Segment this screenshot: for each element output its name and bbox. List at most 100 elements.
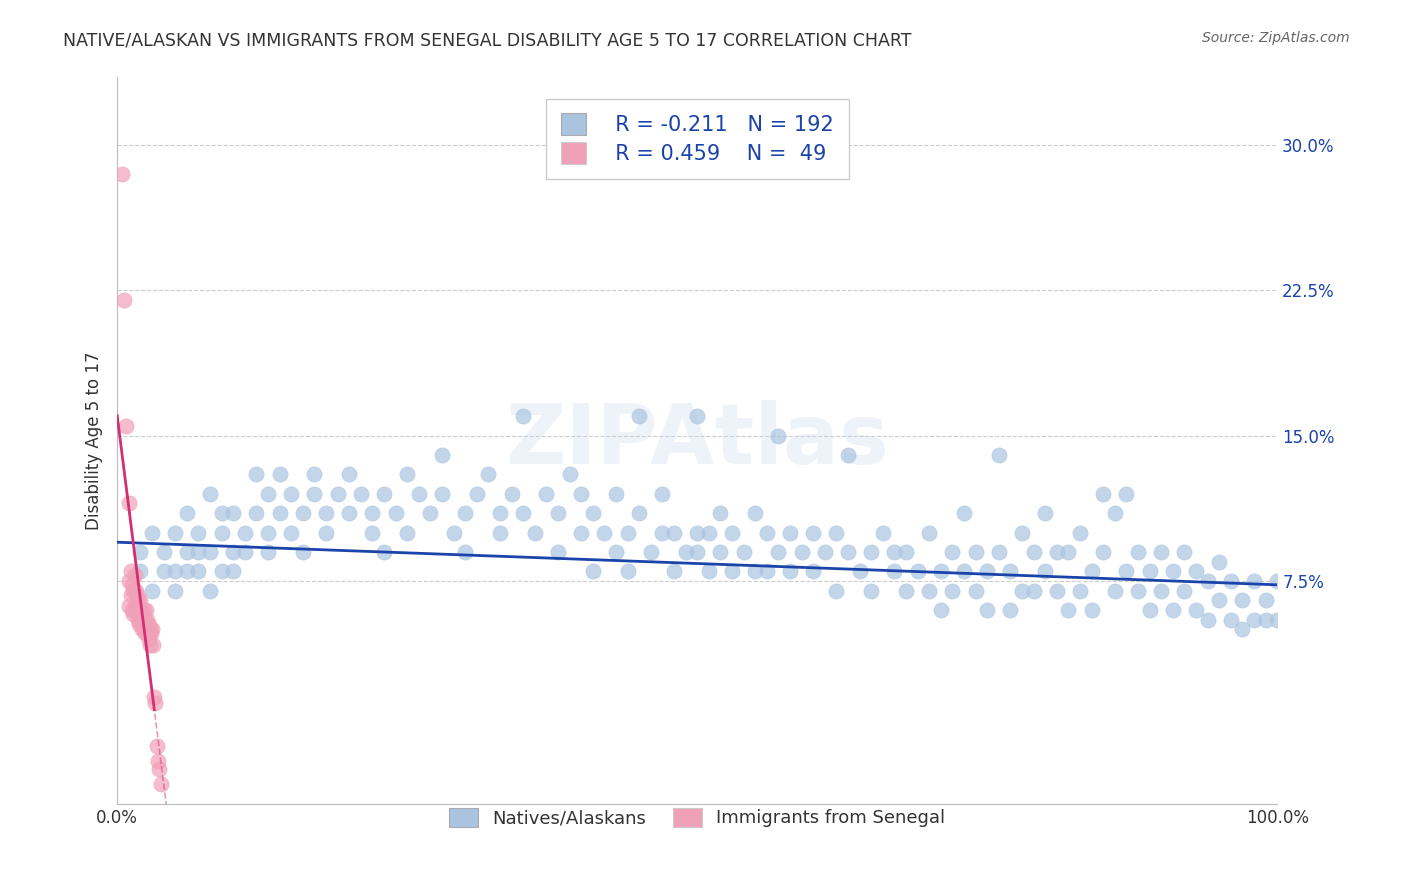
- Point: [779, 564, 801, 578]
- Point: [768, 428, 790, 442]
- Point: [187, 564, 209, 578]
- Point: [662, 564, 685, 578]
- Point: [129, 607, 152, 621]
- Point: [111, 167, 134, 181]
- Point: [430, 448, 453, 462]
- Point: [454, 506, 477, 520]
- Point: [408, 487, 430, 501]
- Point: [1000, 564, 1022, 578]
- Legend: Natives/Alaskans, Immigrants from Senegal: Natives/Alaskans, Immigrants from Senega…: [441, 801, 953, 835]
- Point: [125, 583, 148, 598]
- Point: [941, 545, 963, 559]
- Point: [165, 525, 187, 540]
- Point: [709, 506, 731, 520]
- Point: [569, 487, 592, 501]
- Point: [569, 525, 592, 540]
- Point: [150, 777, 173, 791]
- Point: [211, 564, 233, 578]
- Point: [790, 545, 813, 559]
- Point: [257, 487, 280, 501]
- Point: [1243, 613, 1265, 627]
- Point: [222, 564, 245, 578]
- Point: [152, 564, 174, 578]
- Point: [825, 583, 848, 598]
- Point: [245, 467, 267, 482]
- Point: [132, 623, 155, 637]
- Point: [280, 525, 302, 540]
- Point: [987, 545, 1010, 559]
- Point: [124, 599, 146, 614]
- Point: [454, 545, 477, 559]
- Point: [138, 623, 160, 637]
- Point: [120, 564, 142, 578]
- Point: [686, 409, 709, 424]
- Point: [814, 545, 837, 559]
- Point: [211, 506, 233, 520]
- Point: [512, 506, 534, 520]
- Point: [121, 578, 143, 592]
- Point: [125, 607, 148, 621]
- Point: [122, 583, 145, 598]
- Point: [907, 564, 929, 578]
- Point: [1057, 545, 1080, 559]
- Point: [744, 506, 766, 520]
- Point: [138, 632, 160, 646]
- Point: [326, 487, 349, 501]
- Point: [121, 603, 143, 617]
- Point: [443, 525, 465, 540]
- Point: [801, 564, 824, 578]
- Point: [129, 564, 152, 578]
- Text: ZIPAtlas: ZIPAtlas: [505, 400, 889, 481]
- Point: [361, 525, 384, 540]
- Point: [1104, 583, 1126, 598]
- Point: [384, 506, 406, 520]
- Point: [139, 626, 162, 640]
- Point: [465, 487, 488, 501]
- Point: [547, 506, 569, 520]
- Point: [675, 545, 697, 559]
- Point: [165, 583, 187, 598]
- Point: [124, 568, 146, 582]
- Point: [373, 487, 395, 501]
- Point: [120, 587, 142, 601]
- Point: [651, 487, 673, 501]
- Point: [918, 525, 941, 540]
- Point: [141, 623, 163, 637]
- Point: [138, 618, 160, 632]
- Point: [1161, 564, 1184, 578]
- Point: [883, 564, 905, 578]
- Point: [146, 754, 169, 768]
- Point: [1173, 545, 1195, 559]
- Point: [1254, 613, 1277, 627]
- Point: [1115, 487, 1137, 501]
- Text: NATIVE/ALASKAN VS IMMIGRANTS FROM SENEGAL DISABILITY AGE 5 TO 17 CORRELATION CHA: NATIVE/ALASKAN VS IMMIGRANTS FROM SENEGA…: [63, 31, 911, 49]
- Point: [779, 525, 801, 540]
- Point: [477, 467, 499, 482]
- Point: [616, 525, 638, 540]
- Point: [222, 545, 245, 559]
- Point: [127, 593, 149, 607]
- Point: [628, 506, 651, 520]
- Point: [593, 525, 616, 540]
- Point: [1126, 583, 1149, 598]
- Point: [129, 593, 152, 607]
- Point: [860, 583, 883, 598]
- Point: [373, 545, 395, 559]
- Point: [1057, 603, 1080, 617]
- Point: [721, 564, 744, 578]
- Point: [976, 564, 998, 578]
- Point: [396, 467, 419, 482]
- Point: [127, 613, 149, 627]
- Point: [176, 506, 198, 520]
- Point: [136, 626, 159, 640]
- Point: [337, 506, 360, 520]
- Point: [860, 545, 883, 559]
- Point: [337, 467, 360, 482]
- Point: [825, 525, 848, 540]
- Point: [128, 603, 150, 617]
- Point: [122, 607, 145, 621]
- Point: [686, 545, 709, 559]
- Point: [733, 545, 755, 559]
- Point: [1104, 506, 1126, 520]
- Point: [628, 409, 651, 424]
